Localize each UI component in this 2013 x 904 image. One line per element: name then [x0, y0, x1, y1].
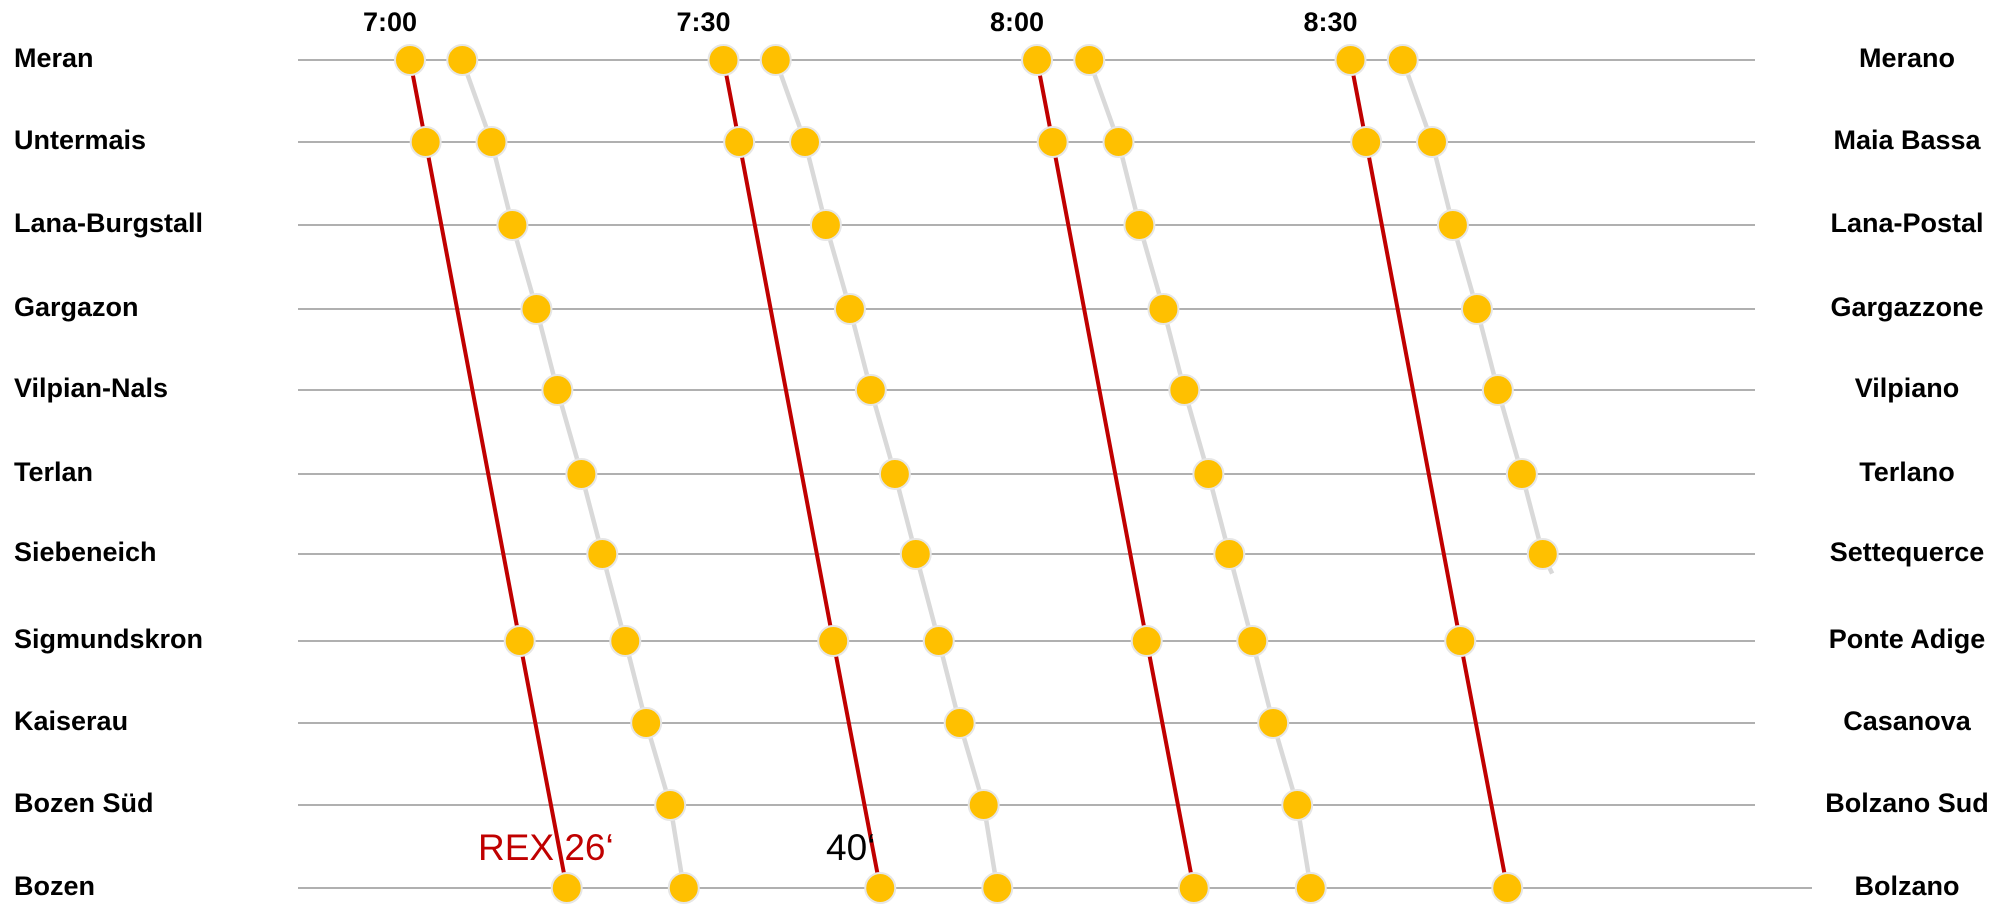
regional-stop-marker	[446, 44, 479, 76]
time-tick-label: 7:30	[676, 7, 730, 37]
regional-stop-marker	[630, 707, 663, 739]
rex-train-line	[1348, 59, 1510, 889]
rex-stop-marker	[1350, 126, 1383, 158]
station-label-it: Maia Bassa	[1833, 125, 1981, 155]
regional-stop-marker	[496, 209, 529, 241]
time-tick-label: 8:30	[1303, 7, 1357, 37]
station-label-it: Lana-Postal	[1830, 208, 1983, 238]
regional-stop-marker	[1526, 538, 1559, 570]
rex-stop-marker	[1491, 872, 1524, 904]
station-grid	[298, 59, 1812, 889]
regional-stop-marker	[667, 872, 700, 904]
regional-stop-marker	[1436, 209, 1469, 241]
regional-stop-marker	[854, 374, 887, 406]
regional-travel-time-label: 40‘	[826, 827, 875, 868]
rex-stop-marker	[1036, 126, 1069, 158]
station-label-de: Terlan	[14, 457, 93, 487]
rex-stop-marker	[1177, 872, 1210, 904]
labels: Meran Untermais Lana-Burgstall Gargazon Vilp…	[14, 7, 1989, 901]
station-label-it: Gargazzone	[1830, 292, 1983, 322]
station-label-de: Gargazon	[14, 292, 139, 322]
regional-stop-marker	[1123, 209, 1156, 241]
regional-stop-marker	[759, 44, 792, 76]
regional-stop-marker	[789, 126, 822, 158]
regional-stop-marker	[1192, 458, 1225, 490]
station-label-it: Ponte Adige	[1829, 624, 1986, 654]
regional-stop-marker	[922, 625, 955, 657]
station-label-de: Bozen Süd	[14, 788, 154, 818]
station-label-de: Lana-Burgstall	[14, 208, 203, 238]
regional-stop-marker	[833, 293, 866, 325]
stop-markers	[394, 44, 1559, 904]
regional-stop-marker	[899, 538, 932, 570]
regional-stop-marker	[967, 789, 1000, 821]
rex-stop-marker	[409, 126, 442, 158]
regional-stop-marker	[1505, 458, 1538, 490]
regional-stop-marker	[809, 209, 842, 241]
regional-stop-marker	[475, 126, 508, 158]
regional-stop-marker	[1281, 789, 1314, 821]
station-label-de: Untermais	[14, 125, 146, 155]
regional-stop-marker	[541, 374, 574, 406]
rex-stop-marker	[1444, 625, 1477, 657]
regional-stop-marker	[1386, 44, 1419, 76]
rex-train-line	[721, 59, 883, 889]
rex-stop-marker	[1334, 44, 1367, 76]
rex-stop-marker	[550, 872, 583, 904]
regional-stop-marker	[565, 458, 598, 490]
rex-stop-marker	[707, 44, 740, 76]
regional-stop-marker	[878, 458, 911, 490]
regional-stop-marker	[1102, 126, 1135, 158]
time-tick-label: 8:00	[990, 7, 1044, 37]
rex-stop-marker	[1130, 625, 1163, 657]
rex-travel-time-label: REX 26‘	[478, 827, 614, 868]
rex-stop-marker	[1021, 44, 1053, 76]
rex-stop-marker	[723, 126, 756, 158]
station-label-it: Terlano	[1859, 457, 1955, 487]
regional-stop-marker	[981, 872, 1014, 904]
station-label-de: Siebeneich	[14, 537, 157, 567]
regional-stop-marker	[1294, 872, 1327, 904]
station-label-it: Vilpiano	[1855, 373, 1960, 403]
regional-stop-marker	[1416, 126, 1449, 158]
rex-stop-marker	[817, 625, 850, 657]
regional-stop-marker	[943, 707, 976, 739]
station-label-it: Bolzano	[1855, 871, 1960, 901]
regional-stop-marker	[586, 538, 619, 570]
regional-stop-marker	[1073, 44, 1106, 76]
regional-stop-marker	[1147, 293, 1180, 325]
station-label-it: Merano	[1859, 43, 1955, 73]
station-label-de: Bozen	[14, 871, 95, 901]
regional-stop-marker	[1460, 293, 1493, 325]
regional-stop-marker	[520, 293, 553, 325]
station-label-de: Kaiserau	[14, 706, 128, 736]
rex-stop-marker	[503, 625, 536, 657]
rex-train-line	[408, 59, 569, 889]
regional-stop-marker	[1481, 374, 1514, 406]
time-tick-label: 7:00	[363, 7, 417, 37]
regional-stop-marker	[1236, 625, 1269, 657]
rex-stop-marker	[864, 872, 897, 904]
station-label-it: Bolzano Sud	[1825, 788, 1989, 818]
regional-stop-marker	[1257, 707, 1290, 739]
station-label-de: Vilpian-Nals	[14, 373, 168, 403]
station-label-de: Meran	[14, 43, 94, 73]
regional-stop-marker	[654, 789, 687, 821]
station-label-de: Sigmundskron	[14, 624, 203, 654]
rex-stop-marker	[394, 44, 426, 76]
regional-stop-marker	[1213, 538, 1246, 570]
station-label-it: Settequerce	[1830, 537, 1985, 567]
station-label-it: Casanova	[1843, 706, 1972, 736]
regional-stop-marker	[1168, 374, 1201, 406]
regional-stop-marker	[609, 625, 642, 657]
rex-train-line	[1035, 59, 1196, 889]
